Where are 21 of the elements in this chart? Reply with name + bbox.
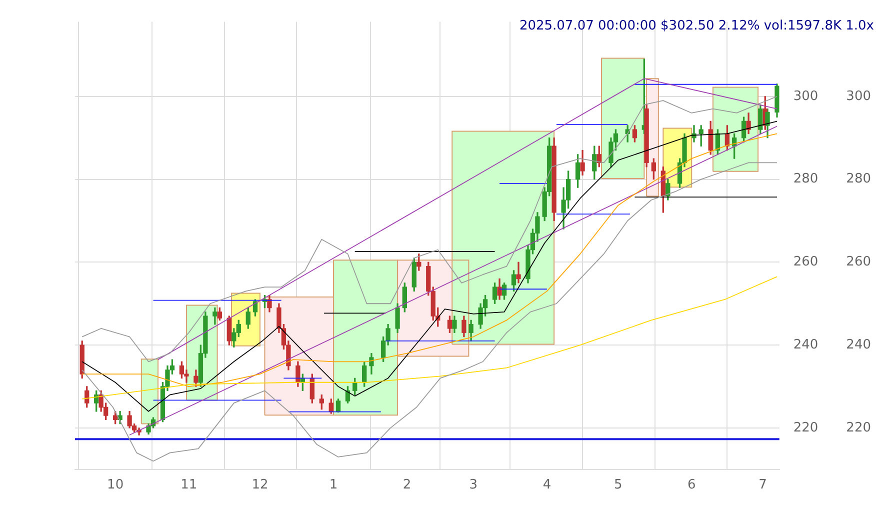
x-tick-label: 3	[469, 478, 478, 493]
y-tick-label: 280	[846, 172, 872, 187]
y2-tick-label: 240	[793, 337, 818, 352]
y2-tick-label: 300	[793, 88, 818, 104]
y-tick-label: 240	[846, 337, 872, 352]
x-tick-label: 12	[252, 478, 268, 493]
y-tick-label: 300	[846, 88, 872, 104]
x-tick-label: 10	[107, 478, 124, 493]
x-tick-label: 7	[758, 478, 767, 493]
x-tick-label: 6	[687, 478, 696, 493]
x-tick-label: 1	[329, 478, 338, 493]
chart-title: 2025.07.07 00:00:00 $302.50 2.12% vol:1597.8K 1.0x	[519, 18, 874, 34]
x-tick-label: 11	[180, 478, 198, 493]
y-tick-label: 260	[846, 254, 872, 270]
x-tick-label: 5	[614, 478, 622, 493]
y2-tick-label: 280	[793, 172, 818, 187]
y2-tick-label: 220	[793, 420, 818, 436]
y-tick-label: 220	[846, 420, 872, 436]
x-tick-label: 2	[402, 478, 412, 493]
y2-tick-label: 260	[793, 254, 818, 270]
x-tick-label: 4	[542, 478, 552, 493]
